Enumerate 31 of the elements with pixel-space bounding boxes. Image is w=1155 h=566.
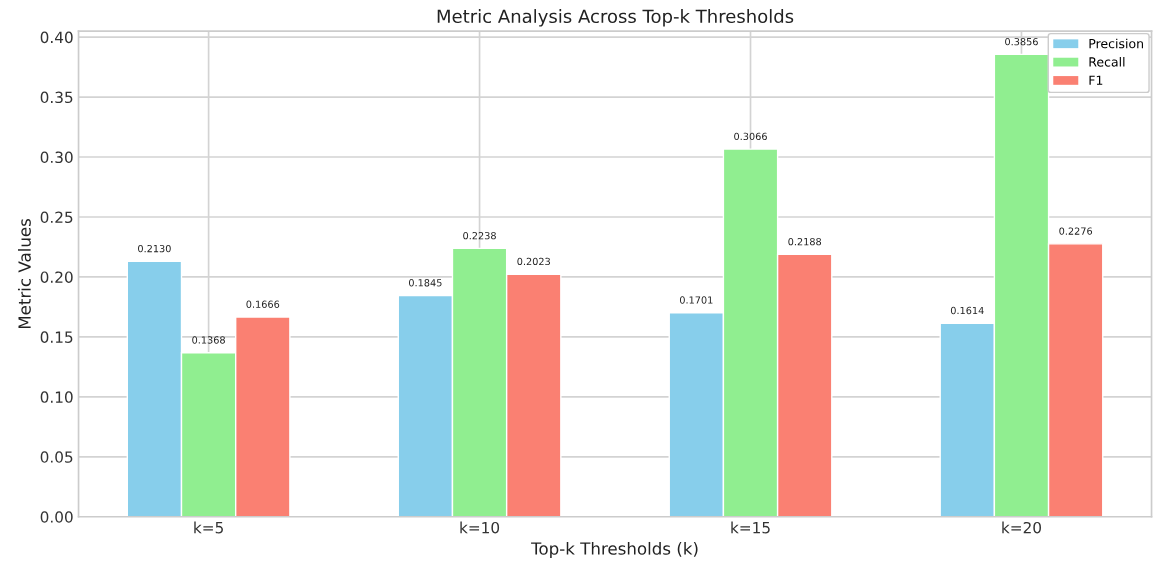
x-axis-title: Top-k Thresholds (k)	[531, 541, 698, 559]
data-label: 0.2276	[1059, 227, 1093, 235]
y-tick-label: 0.05	[40, 451, 73, 463]
y-tick-label: 0.20	[40, 271, 73, 283]
data-label: 0.2238	[463, 231, 496, 240]
y-tick-label: 0.15	[40, 331, 73, 343]
legend-label: Recall	[1089, 56, 1125, 67]
y-axis-title: Metric Values	[17, 218, 31, 329]
data-label: 0.2023	[517, 257, 550, 266]
legend-label: F1	[1089, 75, 1103, 85]
x-tick-label: k=5	[194, 521, 223, 534]
y-tick-label: 0.40	[40, 31, 73, 44]
x-tick-label: k=10	[460, 521, 500, 534]
data-label: 0.1368	[192, 336, 225, 344]
data-label: 0.3066	[734, 132, 767, 141]
y-tick-label: 0.25	[40, 211, 73, 224]
x-tick-label: k=20	[1002, 521, 1041, 534]
chart-title: Metric Analysis Across Top-k Thresholds	[437, 9, 794, 27]
y-tick-label: 0.35	[40, 91, 73, 104]
data-label: 0.1845	[409, 279, 442, 287]
data-label: 0.2188	[788, 237, 822, 246]
data-label: 0.3856	[1005, 37, 1038, 46]
data-label: 0.1666	[246, 300, 280, 308]
data-label: 0.1614	[950, 306, 984, 315]
x-tick-label: k=15	[731, 521, 770, 534]
y-tick-label: 0.00	[40, 511, 73, 523]
data-label: 0.2130	[138, 244, 171, 253]
y-tick-label: 0.10	[40, 391, 73, 403]
y-tick-label: 0.30	[40, 151, 73, 164]
legend-label: Precision	[1089, 38, 1143, 49]
data-label: 0.1701	[679, 296, 713, 304]
